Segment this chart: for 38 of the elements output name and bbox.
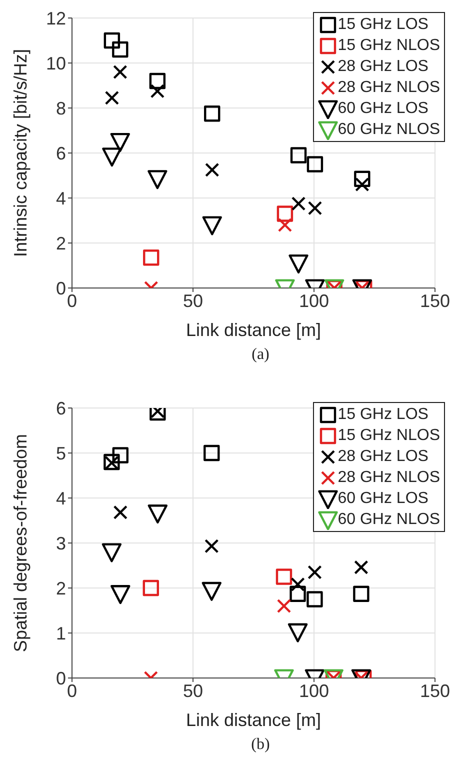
y-tick-label: 8 <box>56 98 66 118</box>
x-axis-title: Link distance [m] <box>186 710 322 730</box>
x-axis-title: Link distance [m] <box>186 320 322 340</box>
y-tick-label: 5 <box>56 443 66 464</box>
y-tick-label: 1 <box>56 623 66 644</box>
y-tick-label: 2 <box>56 233 66 254</box>
legend-label: 28 GHz NLOS <box>338 78 440 98</box>
text: (b) <box>250 736 271 754</box>
legend-label: 15 GHz LOS <box>338 15 428 35</box>
y-axis-title: Spatial degrees-of-freedom <box>10 434 30 652</box>
y-tick-label: 10 <box>46 53 66 74</box>
y-tick-label: 2 <box>56 578 66 598</box>
legend-label: 60 GHz LOS <box>338 489 428 509</box>
y-tick-label: 0 <box>56 668 66 688</box>
legend-label: 15 GHz LOS <box>338 405 428 425</box>
x-tick-label: 100 <box>298 680 330 701</box>
legend-label: 60 GHz LOS <box>338 99 428 119</box>
y-tick-label: 12 <box>46 8 66 28</box>
legend-label: 60 GHz NLOS <box>338 510 440 530</box>
x-tick-label: 150 <box>420 680 450 701</box>
x-tick-label: 100 <box>298 290 330 311</box>
y-tick-label: 6 <box>56 143 66 164</box>
legend-label: 28 GHz LOS <box>338 447 428 467</box>
y-tick-label: 4 <box>56 188 66 208</box>
y-tick-label: 3 <box>56 533 66 554</box>
x-tick-label: 150 <box>420 290 450 311</box>
y-tick-label: 6 <box>56 398 66 418</box>
legend-label: 28 GHz NLOS <box>338 468 440 488</box>
x-tick-label: 50 <box>182 680 204 701</box>
y-tick-label: 4 <box>56 488 66 508</box>
legend-label: 60 GHz NLOS <box>338 120 440 140</box>
legend-label: 28 GHz LOS <box>338 57 428 77</box>
legend-label: 15 GHz NLOS <box>338 36 440 56</box>
text: (a) <box>250 346 270 364</box>
x-tick-label: 50 <box>182 290 204 311</box>
legend-label: 15 GHz NLOS <box>338 426 440 446</box>
y-axis-title: Intrinsic capacity [bit/s/Hz] <box>10 48 30 258</box>
y-tick-label: 0 <box>56 278 66 298</box>
